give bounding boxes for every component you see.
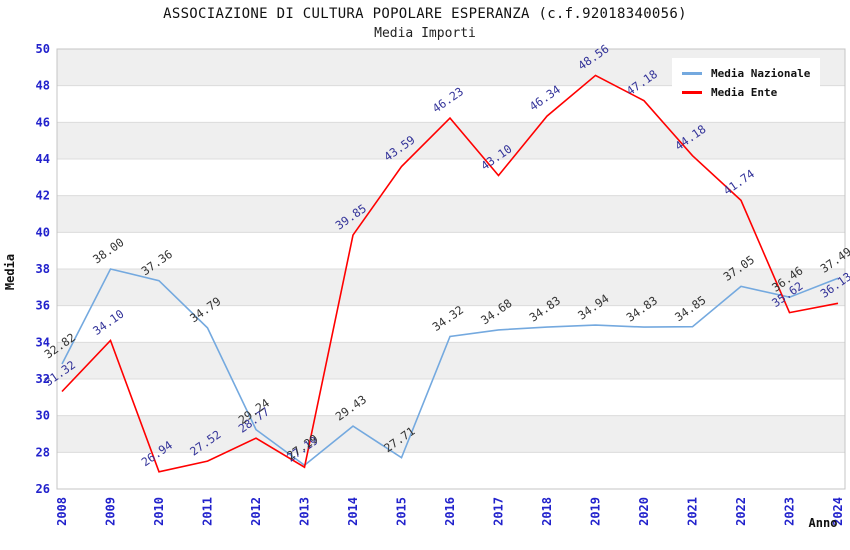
y-axis-title: Media [3,254,17,290]
x-tick-label: 2023 [783,497,797,526]
y-tick-label: 34 [36,335,50,349]
y-tick-label: 50 [36,42,50,56]
x-tick-label: 2018 [540,497,554,526]
x-tick-label: 2009 [104,497,118,526]
x-tick-label: 2008 [55,497,69,526]
plot-band [57,342,845,379]
chart-subtitle: Media Importi [374,26,476,41]
plot-border [56,48,846,490]
legend-label-media-ente: Media Ente [711,86,778,99]
x-tick-label: 2016 [443,497,457,526]
y-tick-label: 26 [36,482,50,496]
y-tick-label: 32 [36,372,50,386]
series-line-media-ente [61,74,839,473]
legend-item-media-ente: Media Ente [682,83,810,102]
y-tick-label: 44 [36,152,50,166]
plot-band [57,415,845,453]
y-tick-label: 40 [36,225,50,239]
legend-swatch-media-ente-icon [682,91,702,94]
x-tick-label: 2015 [395,497,409,526]
y-tick-label: 30 [36,409,50,423]
series-lines [61,74,839,473]
y-tick-label: 38 [36,262,50,276]
series-line-media-nazionale [61,268,839,467]
y-tick-label: 28 [36,445,50,459]
x-tick-label: 2013 [298,497,312,526]
x-tick-label: 2011 [201,497,215,526]
plot-band [57,269,845,306]
x-tick-label: 2020 [637,497,651,526]
plot-band [57,232,845,269]
x-tick-label: 2017 [492,497,506,526]
plot-band [57,159,845,196]
x-tick-label: 2010 [152,497,166,526]
x-tick-label: 2019 [589,497,603,526]
chart-title: ASSOCIAZIONE DI CULTURA POPOLARE ESPERAN… [163,6,687,22]
x-axis-title: Anno [809,516,838,530]
plot-band [57,195,845,233]
x-tick-label: 2012 [249,497,263,526]
legend-swatch-media-nazionale-icon [682,72,702,75]
y-tick-label: 36 [36,299,50,313]
y-axis-tick-labels: 26 28 30 32 34 36 38 40 42 44 46 48 50 [36,42,50,496]
x-tick-label: 2024 [831,497,845,526]
x-axis-tick-labels: 2008 2009 2010 2011 2012 2013 2014 2015 2016 2017… [55,497,845,526]
plot-band [57,452,845,489]
x-tick-label: 2021 [686,497,700,526]
y-tick-label: 46 [36,115,50,129]
x-tick-label: 2022 [734,497,748,526]
y-tick-label: 48 [36,79,50,93]
legend-item-media-nazionale: Media Nazionale [682,64,810,83]
x-tick-label: 2014 [346,497,360,526]
y-tick-label: 42 [36,189,50,203]
plot-band [57,122,845,159]
plot-band [57,379,845,416]
legend: Media Nazionale Media Ente [672,58,821,108]
legend-label-media-nazionale: Media Nazionale [711,67,811,80]
